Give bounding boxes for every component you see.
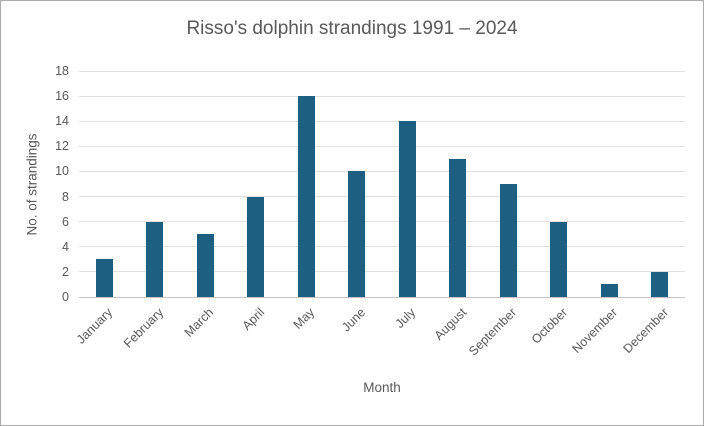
bar-november — [600, 284, 618, 297]
y-tick-label: 14 — [55, 114, 69, 129]
bar-april — [247, 196, 265, 297]
bar-march — [196, 234, 214, 297]
y-tick-label: 6 — [62, 214, 69, 229]
bar-december — [651, 271, 669, 297]
gridline — [79, 221, 685, 223]
y-tick-label: 2 — [62, 264, 69, 279]
bar-august — [449, 158, 467, 297]
y-tick-label: 16 — [55, 89, 69, 104]
bar-may — [297, 96, 315, 297]
bar-february — [146, 221, 164, 297]
gridline — [79, 246, 685, 248]
y-tick-label: 10 — [55, 164, 69, 179]
gridline — [79, 170, 685, 172]
bar-january — [95, 259, 113, 297]
gridline — [79, 145, 685, 147]
y-tick-label: 4 — [62, 239, 69, 254]
y-tick-label: 12 — [55, 139, 69, 154]
bar-september — [499, 184, 517, 297]
chart-title: Risso's dolphin strandings 1991 – 2024 — [186, 18, 518, 39]
gridline — [79, 196, 685, 198]
gridline — [79, 95, 685, 97]
y-tick-label: 18 — [55, 64, 69, 78]
x-axis-title: Month — [363, 380, 401, 395]
gridline — [79, 70, 685, 72]
gridline — [79, 120, 685, 122]
plot-area — [79, 70, 685, 298]
y-axis-title-wrap: No. of strandings — [21, 71, 43, 297]
bar-july — [398, 121, 416, 297]
gridline — [79, 271, 685, 273]
bar-october — [550, 221, 568, 297]
y-tick-label: 8 — [62, 189, 69, 204]
y-tick-label: 0 — [62, 290, 69, 304]
bar-june — [348, 171, 366, 297]
